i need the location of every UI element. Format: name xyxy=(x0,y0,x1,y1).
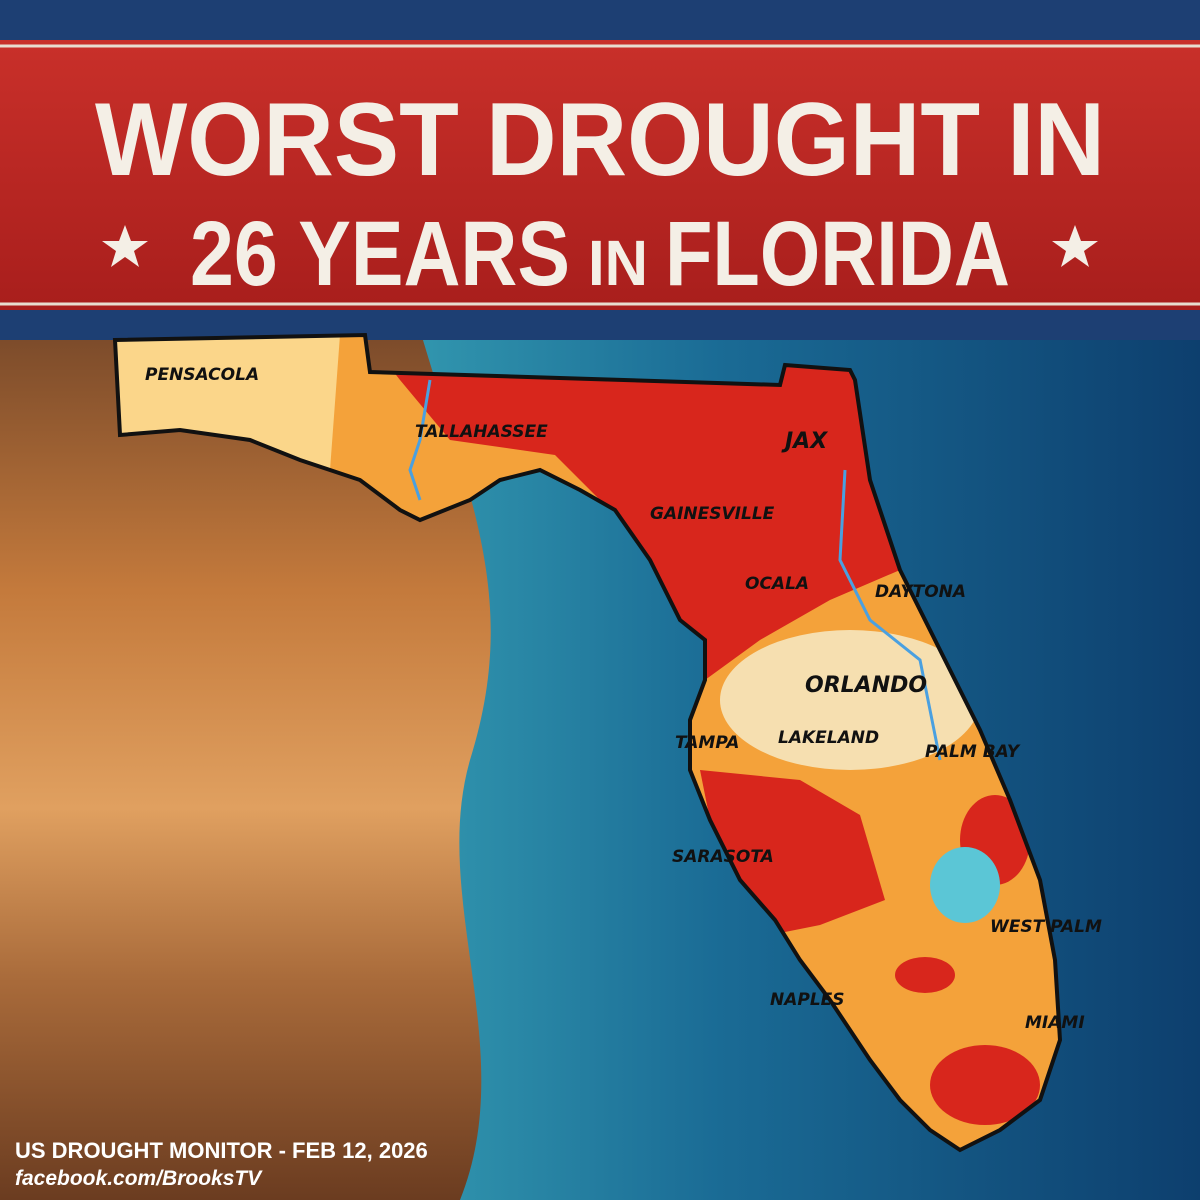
city-label: JAX xyxy=(781,429,828,454)
drought-d3 xyxy=(365,335,900,680)
source-text: US DROUGHT MONITOR - FEB 12, 2026 xyxy=(15,1138,428,1163)
city-label: ORLANDO xyxy=(805,673,927,698)
credit-text: facebook.com/BrooksTV xyxy=(15,1167,263,1190)
city-label: GAINESVILLE xyxy=(650,504,775,524)
drought-none xyxy=(720,630,980,770)
city-label: TALLAHASSEE xyxy=(415,422,548,442)
city-label: OCALA xyxy=(745,574,809,594)
city-label: TAMPA xyxy=(675,733,739,753)
city-label: LAKELAND xyxy=(778,728,879,748)
city-label: SARASOTA xyxy=(672,847,774,867)
star xyxy=(102,225,148,267)
drought-d3 xyxy=(895,957,955,993)
title-line1: WORST DROUGHT IN xyxy=(95,82,1105,198)
star xyxy=(1052,225,1098,267)
dust-land xyxy=(0,330,491,1200)
city-label: DAYTONA xyxy=(875,582,966,602)
river xyxy=(408,379,432,501)
city-label: WEST PALM xyxy=(990,917,1102,937)
city-label: NAPLES xyxy=(770,990,845,1010)
title-years: 26 YEARS xyxy=(190,203,570,305)
drought-d3 xyxy=(700,770,885,935)
city-label: PALM BAY xyxy=(925,742,1021,762)
red-banner xyxy=(0,40,1200,310)
title-in: IN xyxy=(588,227,648,299)
river xyxy=(838,469,942,761)
city-label: MIAMI xyxy=(1025,1013,1085,1033)
lake-okeechobee xyxy=(930,847,1000,923)
title-state: FLORIDA xyxy=(665,203,1010,305)
drought-d3 xyxy=(930,1045,1040,1125)
city-label: PENSACOLA xyxy=(145,365,259,385)
